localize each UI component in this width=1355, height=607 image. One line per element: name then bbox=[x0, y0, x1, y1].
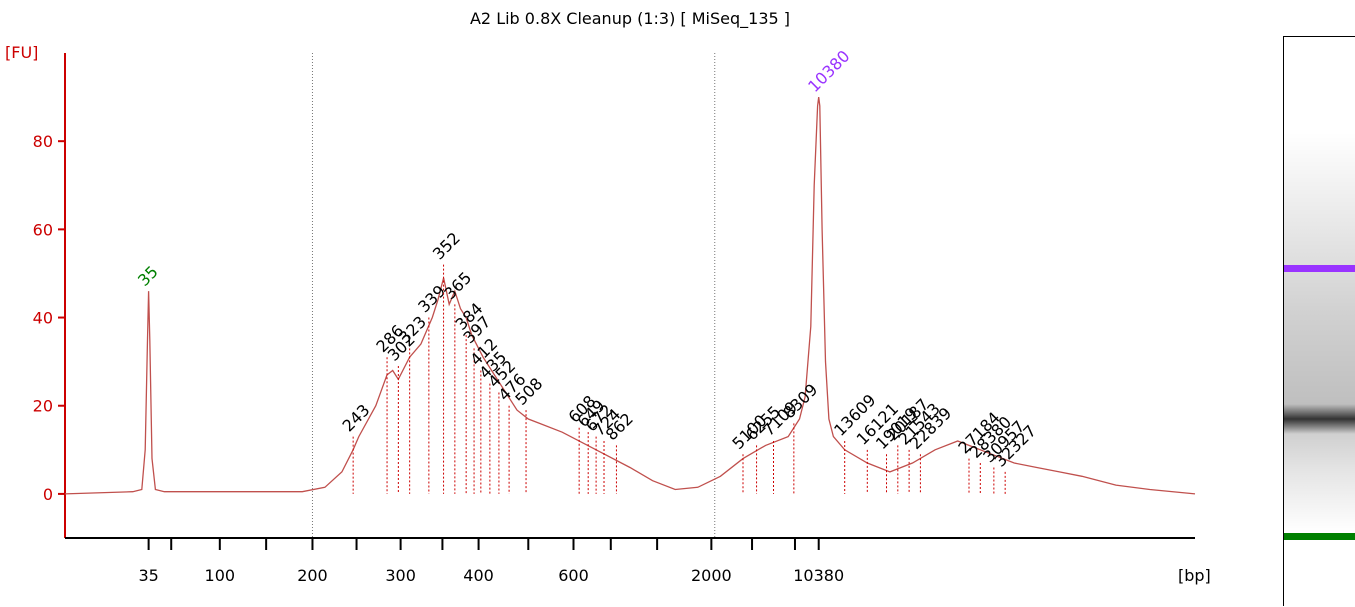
x-axis-label: [bp] bbox=[1178, 566, 1211, 585]
x-tick-label: 35 bbox=[138, 566, 158, 585]
peak-label: 243 bbox=[339, 400, 374, 435]
x-tick-label: 600 bbox=[558, 566, 589, 585]
gel-band bbox=[1284, 403, 1355, 434]
axes bbox=[64, 53, 1195, 539]
gel-smear bbox=[1284, 132, 1355, 532]
peak-labels: 3510380243286302323339352365384397412435… bbox=[134, 46, 1040, 494]
virtual-gel-lane bbox=[1283, 36, 1355, 606]
y-tick-label: 20 bbox=[33, 397, 53, 416]
boundary-markers bbox=[311, 53, 716, 538]
x-tick-label: 300 bbox=[385, 566, 416, 585]
gel-band bbox=[1284, 264, 1355, 272]
trace-series bbox=[64, 97, 1196, 495]
y-tick-label: 60 bbox=[33, 220, 53, 239]
peak-label: 10380 bbox=[804, 46, 853, 95]
gel-band bbox=[1284, 533, 1355, 541]
x-tick-label: 2000 bbox=[691, 566, 732, 585]
y-tick-label: 0 bbox=[43, 485, 53, 504]
y-axis-ticks: 0 20 40 60 80 bbox=[33, 132, 65, 504]
peak-label: 352 bbox=[429, 228, 464, 263]
x-tick-label: 400 bbox=[463, 566, 494, 585]
x-tick-label: 200 bbox=[297, 566, 328, 585]
x-tick-label: 100 bbox=[205, 566, 236, 585]
trace-line bbox=[64, 97, 1196, 495]
peak-label: 35 bbox=[134, 262, 162, 290]
x-axis-ticks: 35 100 200 300 400 600 2000 10380 bbox=[138, 538, 844, 585]
chart-title: A2 Lib 0.8X Cleanup (1:3) [ MiSeq_135 ] bbox=[470, 9, 790, 29]
y-axis-label: [FU] bbox=[5, 43, 38, 62]
electropherogram-plot: A2 Lib 0.8X Cleanup (1:3) [ MiSeq_135 ] … bbox=[5, 9, 1211, 585]
y-tick-label: 80 bbox=[33, 132, 53, 151]
y-tick-label: 40 bbox=[33, 309, 53, 328]
x-tick-label: 10380 bbox=[793, 566, 844, 585]
